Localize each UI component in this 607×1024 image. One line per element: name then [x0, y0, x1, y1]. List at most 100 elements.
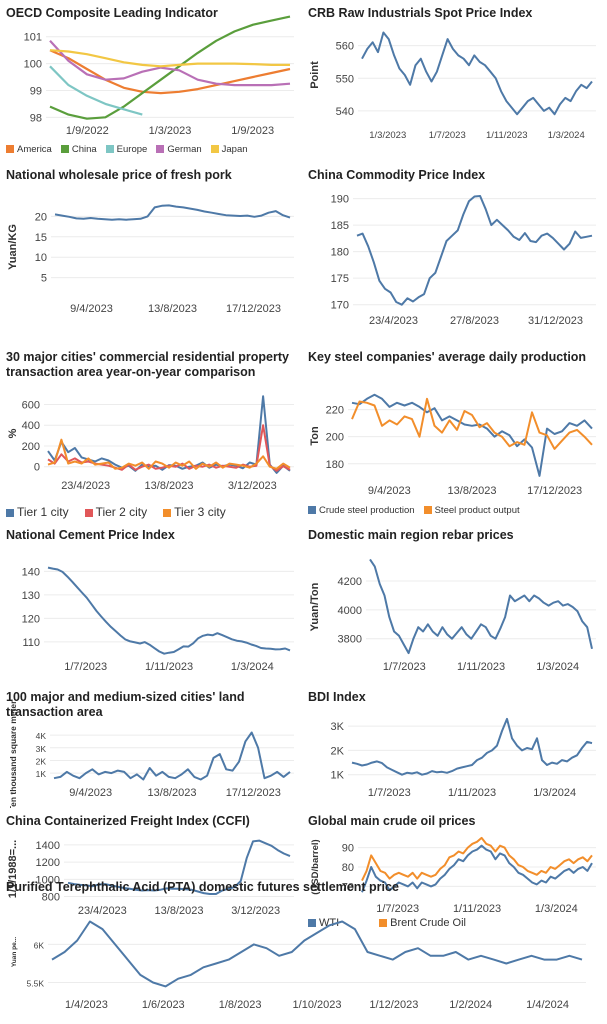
chart-svg: 1K 2K 3K 1/7/2023 1/11/2023 1/3/2024: [331, 717, 596, 799]
x-tick-label: 1/9/2023: [231, 125, 274, 137]
legend-item: Crude steel production: [308, 505, 415, 516]
x-tick-label: 17/12/2023: [226, 787, 281, 799]
chart-property: 30 major cities' commercial residential …: [6, 350, 302, 524]
x-tick-label: 9/4/2023: [70, 303, 113, 315]
chart-title: National wholesale price of fresh pork: [6, 168, 232, 182]
y-axis-label: %: [7, 428, 19, 438]
x-tick-label: 13/8/2023: [148, 303, 197, 315]
x-tick-label: 1/7/2023: [368, 787, 411, 799]
chart-title: Global main crude oil prices: [308, 814, 476, 828]
x-tick-label: 1/7/2023: [64, 661, 107, 673]
y-tick-label: 70: [342, 881, 354, 893]
x-tick-label: 1/3/2024: [231, 661, 274, 673]
legend-swatch: [308, 919, 316, 927]
x-tick-label: 17/12/2023: [527, 485, 582, 497]
y-tick-label: 2K: [331, 745, 345, 757]
x-tick-label: 1/7/2023: [429, 130, 466, 141]
y-tick-label: 100: [24, 59, 42, 71]
chart-title: China Containerized Freight Index (CCFI): [6, 814, 250, 828]
legend: WTI Brent Crude Oil: [308, 917, 506, 929]
legend-item: German: [156, 144, 202, 155]
legend-label: America: [17, 144, 52, 155]
chart-svg: 540 550 560 1/3/2023 1/7/2023 1/11/2023 1/3/20…: [309, 31, 596, 141]
x-tick-label: 3/12/2023: [228, 480, 277, 492]
x-tick-label: 1/3/2023: [369, 130, 406, 141]
series-line: [53, 731, 291, 781]
legend-item: Steel product output: [423, 505, 520, 516]
x-tick-label: 1/11/2023: [448, 787, 496, 799]
y-tick-label: 1400: [36, 840, 60, 852]
x-tick-label: 1/4/2024: [526, 999, 569, 1011]
y-tick-label: 5.5K: [27, 979, 45, 989]
x-tick-label: 23/4/2023: [369, 315, 418, 327]
legend-item: Tier 2 city: [84, 505, 147, 519]
y-tick-label: 15: [35, 232, 47, 244]
series-line: [361, 836, 593, 882]
y-tick-label: 99: [30, 85, 42, 97]
x-tick-label: 1/3/2023: [149, 125, 192, 137]
x-tick-label: 1/11/2023: [486, 130, 528, 141]
chart-ccfi: China Containerized Freight Index (CCFI)…: [6, 814, 302, 932]
x-tick-label: 17/12/2023: [226, 303, 281, 315]
chart-svg: 5.5K 6K 1/4/2023 1/6/2023 1/8/2023 1/10/2023 1…: [11, 920, 586, 1011]
y-tick-label: 550: [336, 73, 354, 85]
legend-swatch: [105, 145, 114, 153]
x-tick-label: 1/9/2022: [66, 125, 109, 137]
x-tick-label: 1/4/2023: [65, 999, 108, 1011]
y-tick-label: 140: [22, 566, 40, 578]
x-tick-label: 1/3/2024: [548, 130, 585, 141]
y-tick-label: 4000: [338, 605, 362, 617]
y-tick-label: 560: [336, 41, 354, 53]
chart-title: National Cement Price Index: [6, 528, 175, 542]
y-tick-label: 175: [331, 273, 349, 285]
legend-swatch: [84, 509, 93, 517]
y-tick-label: 180: [326, 459, 344, 471]
legend-item: America: [6, 144, 52, 155]
chart-svg: 180 200 220 9/4/2023 13/8/2023 17/12/2023 Ton: [309, 393, 596, 497]
x-tick-label: 1/11/2023: [453, 903, 501, 915]
legend-swatch: [60, 145, 69, 153]
legend: Tier 1 city Tier 2 city Tier 3 city: [6, 505, 242, 519]
chart-svg: 5 10 15 20 9/4/2023 13/8/2023 17/12/2023 Yuan/K…: [7, 204, 294, 315]
chart-rebar: Domestic main region rebar prices 3800 400…: [308, 528, 604, 678]
chart-svg: 0 200 400 600 23/4/2023 13/8/2023 3/12/2023%: [7, 395, 294, 492]
chart-svg: 1K 2K 3K 4K 9/4/2023 13/8/2023 17/12/2023 Ten t…: [8, 700, 294, 808]
legend-item: Europe: [105, 144, 147, 155]
y-axis-label: Ton: [309, 426, 321, 446]
chart-svg: 98 99 100 101 1/9/2022 1/3/2023 1/9/2023: [24, 15, 294, 137]
legend-swatch: [423, 506, 432, 514]
series-line: [67, 839, 291, 895]
legend-swatch: [210, 145, 219, 153]
series-line: [49, 40, 291, 87]
legend-swatch: [6, 145, 14, 153]
series-line: [351, 717, 593, 776]
chart-svg: 3800 4000 4200 1/7/2023 1/11/2023 1/3/2024 Yua…: [309, 558, 596, 673]
y-tick-label: 6K: [34, 940, 45, 950]
y-tick-label: 1K: [331, 770, 345, 782]
legend-swatch: [379, 919, 388, 927]
legend-swatch: [156, 145, 165, 153]
x-tick-label: 1/3/2024: [533, 787, 576, 799]
x-tick-label: 1/6/2023: [142, 999, 185, 1011]
legend-item: WTI: [308, 917, 339, 929]
y-tick-label: 540: [336, 106, 354, 118]
y-tick-label: 185: [331, 220, 349, 232]
legend-label: WTI: [319, 917, 340, 929]
y-axis-label: Yuan/KG: [7, 224, 19, 270]
legend-label: Japan: [221, 144, 248, 155]
y-tick-label: 20: [35, 211, 47, 223]
y-axis-label: Ten thousand square meter: [8, 700, 18, 808]
x-tick-label: 1/11/2023: [145, 661, 193, 673]
series-line: [351, 397, 593, 450]
legend-label: German: [167, 144, 202, 155]
y-tick-label: 5: [41, 273, 47, 285]
legend-label: Crude steel production: [319, 505, 415, 516]
chart-title: CRB Raw Industrials Spot Price Index: [308, 6, 533, 20]
legend-label: Tier 1 city: [17, 505, 69, 519]
legend-label: Brent Crude Oil: [390, 917, 466, 929]
series-line: [351, 393, 593, 477]
y-tick-label: 3K: [36, 744, 47, 754]
legend: America China Europe German Japan: [6, 144, 257, 155]
y-tick-label: 170: [331, 300, 349, 312]
chart-bdi: BDI Index 1K 2K 3K 1/7/2023 1/11/2023 1/3/2024: [308, 690, 604, 808]
